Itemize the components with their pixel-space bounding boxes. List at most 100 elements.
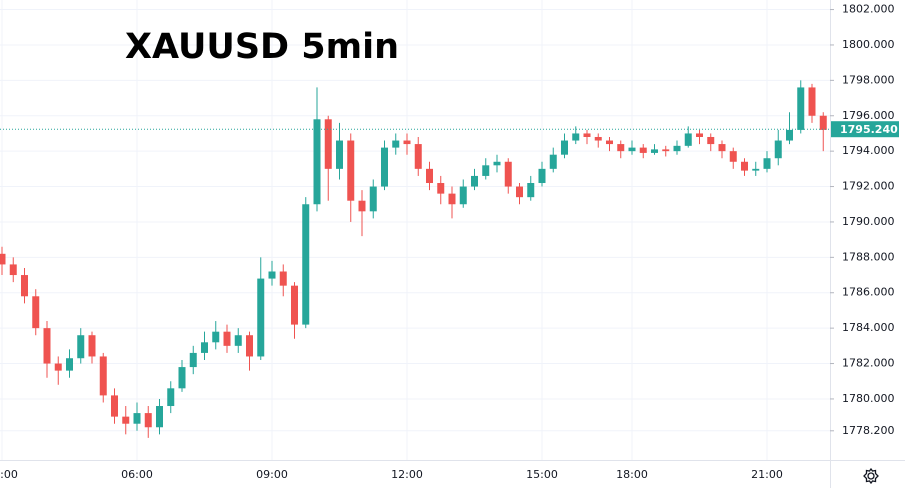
candle-body	[268, 271, 276, 279]
x-tick-label: 06:00	[121, 468, 153, 481]
candle-body	[504, 161, 512, 187]
candle-body	[111, 395, 118, 417]
settings-icon-center	[867, 472, 875, 480]
candle-body	[707, 136, 715, 145]
candle-body	[786, 129, 793, 141]
candle-body	[381, 147, 388, 187]
candle-body	[774, 140, 782, 159]
candle-body	[336, 140, 343, 169]
candle-body	[32, 296, 40, 329]
last-price-box	[831, 121, 899, 138]
candle-body	[448, 193, 456, 205]
candle-body	[594, 136, 602, 141]
candle-body	[66, 358, 73, 371]
candle-body	[628, 147, 636, 152]
candles	[0, 80, 830, 438]
candle-body	[291, 285, 298, 325]
candle-body	[527, 183, 535, 198]
candle-body	[729, 151, 737, 162]
y-tick-label: 1782.000	[842, 357, 895, 370]
y-tick-label: 1780.000	[842, 392, 895, 405]
candle-body	[583, 133, 591, 137]
candle-body	[189, 352, 197, 368]
candle-body	[437, 183, 445, 194]
x-tick-label: 09:00	[256, 468, 288, 481]
candle-body	[482, 165, 490, 176]
chart-title: XAUUSD 5min	[125, 27, 399, 67]
candle-body	[752, 168, 760, 171]
candle-body	[414, 144, 422, 169]
candle-body	[43, 328, 51, 364]
candle-body	[144, 413, 152, 428]
candle-body	[167, 388, 175, 407]
candle-body	[234, 335, 242, 346]
y-tick-label: 1800.000	[842, 38, 895, 51]
candle-body	[426, 168, 433, 184]
candle-body	[156, 406, 163, 428]
candle-body	[223, 331, 231, 346]
candle-body	[403, 140, 411, 145]
candle-body	[88, 335, 96, 357]
settings-icon[interactable]	[863, 467, 879, 485]
candle-body	[0, 253, 6, 265]
y-tick-label: 1788.000	[842, 250, 895, 263]
candle-body	[819, 115, 827, 130]
y-tick-label: 1778.200	[842, 424, 895, 437]
axes: 1778.200 1780.000 1782.000 1784.000 1786.000…	[0, 3, 899, 481]
x-tick-label: 03:00	[0, 468, 18, 481]
last-price-label: 1795.240	[840, 123, 898, 136]
candle-body	[741, 161, 748, 171]
candle-body	[808, 87, 816, 116]
candle-body	[471, 175, 478, 187]
candle-body	[99, 356, 107, 396]
y-tick-label: 1798.000	[842, 73, 895, 86]
candle-body	[617, 144, 625, 152]
candle-body	[392, 140, 400, 148]
candle-body	[538, 168, 546, 184]
candle-body	[516, 186, 523, 198]
candle-body	[77, 335, 85, 359]
y-tick-label: 1796.000	[842, 109, 895, 122]
x-tick-label: 12:00	[391, 468, 423, 481]
y-tick-label: 1784.000	[842, 321, 895, 334]
candle-body	[302, 204, 310, 325]
candle-body	[651, 149, 658, 153]
candle-body	[549, 154, 557, 169]
y-tick-label: 1790.000	[842, 215, 895, 228]
grid	[0, 0, 830, 460]
y-tick-label: 1792.000	[842, 180, 895, 193]
candle-body	[696, 133, 703, 137]
x-tick-label: 15:00	[526, 468, 558, 481]
settings-icon-gear	[863, 467, 879, 485]
x-tick-label: 18:00	[616, 468, 648, 481]
candle-body	[493, 161, 501, 166]
y-tick-label: 1794.000	[842, 144, 895, 157]
candle-body	[673, 145, 681, 152]
candle-body	[257, 278, 265, 357]
candle-body	[347, 140, 355, 201]
candle-body	[369, 186, 377, 212]
candle-body	[313, 119, 321, 205]
x-tick-label: 21:00	[751, 468, 783, 481]
candle-body	[561, 140, 568, 155]
candle-body	[572, 133, 580, 141]
candle-body	[201, 342, 208, 353]
candle-body	[606, 140, 613, 145]
candle-body	[324, 119, 332, 169]
candle-body	[684, 133, 692, 146]
candle-body	[662, 149, 670, 152]
candle-body	[763, 158, 771, 169]
candle-body	[459, 186, 467, 205]
candle-body	[9, 264, 17, 276]
y-tick-label: 1786.000	[842, 286, 895, 299]
y-tick-label: 1802.000	[842, 3, 895, 16]
candle-body	[718, 144, 726, 152]
candle-body	[54, 363, 62, 371]
candle-body	[178, 367, 186, 389]
candle-body	[133, 413, 141, 424]
candle-body	[246, 335, 253, 357]
candle-body	[797, 87, 805, 130]
candle-body	[279, 271, 287, 286]
